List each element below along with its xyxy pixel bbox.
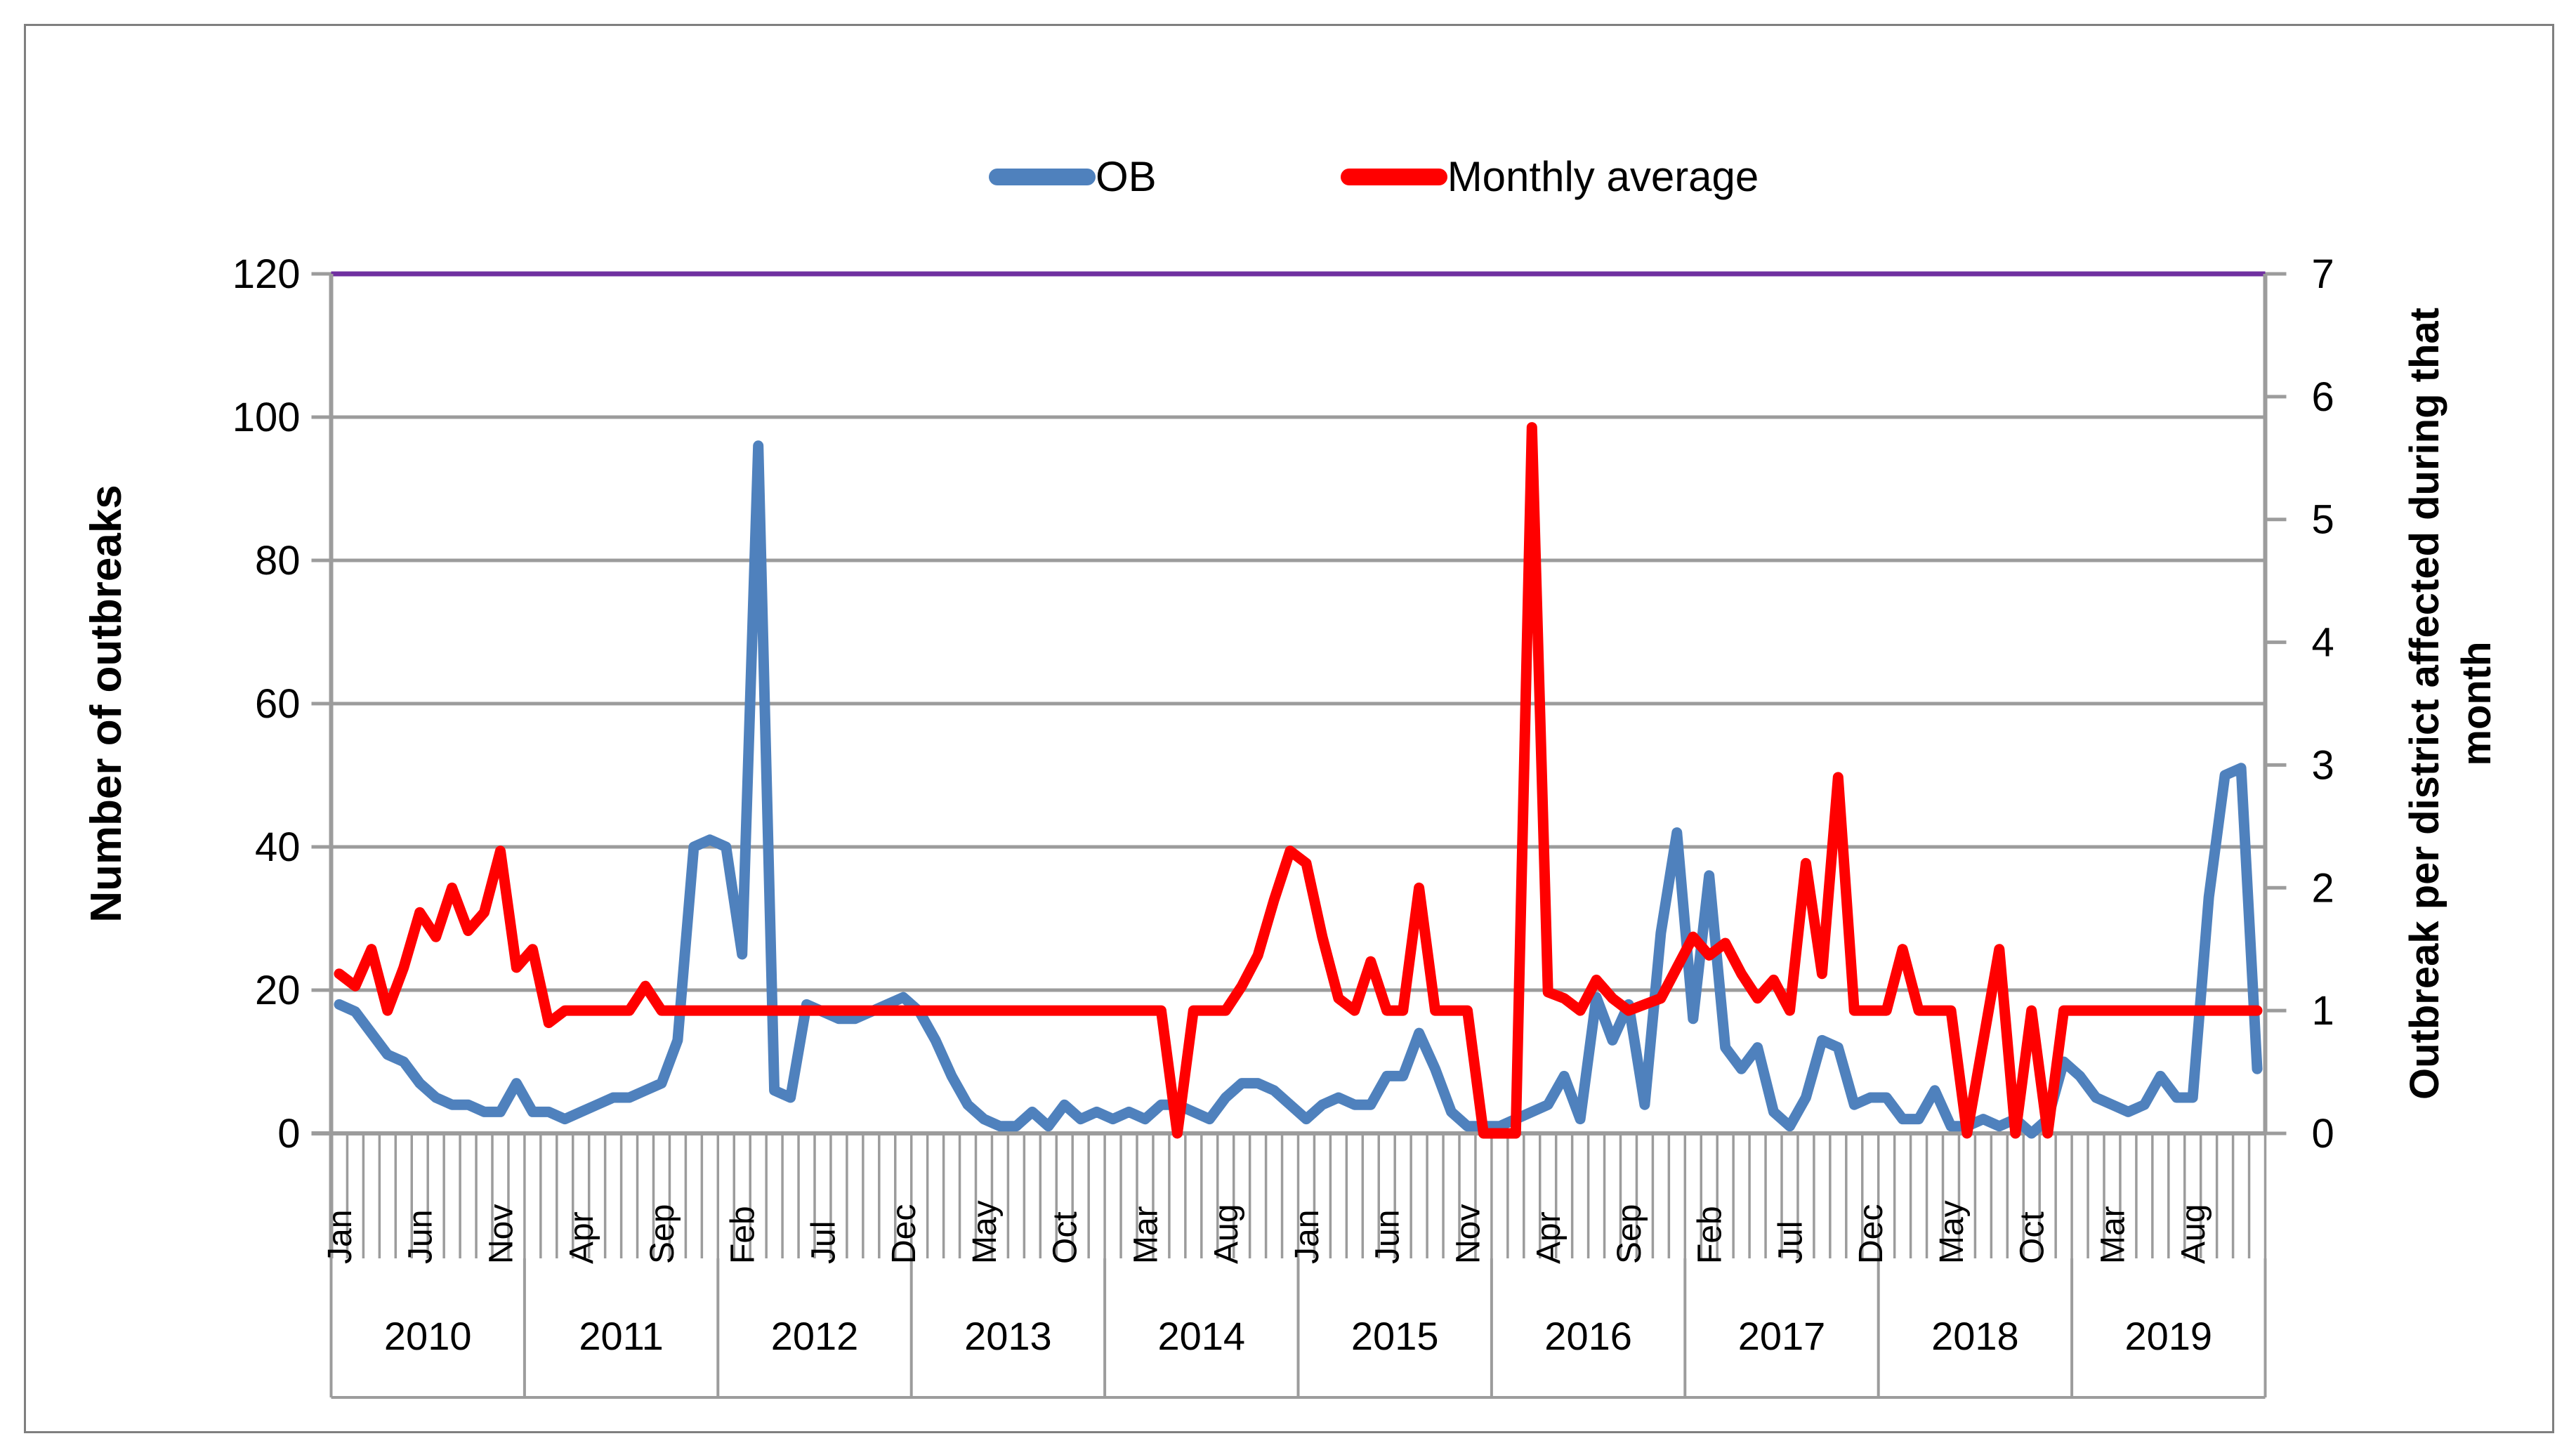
left-tick-label: 80 — [255, 538, 301, 584]
month-label: Feb — [1692, 1206, 1729, 1264]
month-label: Mar — [2094, 1206, 2131, 1264]
right-axis-title-line2: month — [2454, 641, 2499, 765]
month-label: Jun — [402, 1210, 440, 1264]
left-tick-label: 0 — [277, 1111, 300, 1157]
left-tick-label: 60 — [255, 681, 301, 727]
right-tick-label: 7 — [2312, 251, 2334, 297]
month-label: Aug — [1208, 1204, 1245, 1264]
year-label: 2019 — [2125, 1314, 2213, 1358]
month-label: Aug — [2175, 1204, 2212, 1264]
gridlines — [311, 271, 2266, 1135]
right-tick-label: 2 — [2312, 865, 2334, 911]
year-label: 2015 — [1351, 1314, 1439, 1358]
month-label: Dec — [886, 1204, 923, 1264]
ob-line-swatch — [989, 169, 1096, 185]
month-label: Jun — [1369, 1210, 1407, 1264]
month-label: Jul — [805, 1221, 842, 1264]
ob-line — [334, 440, 2263, 1139]
left-tick-label: 40 — [255, 824, 301, 870]
month-label: Jul — [1772, 1221, 1809, 1264]
month-label: Apr — [1530, 1211, 1568, 1264]
axes — [329, 272, 2287, 1258]
year-label: 2018 — [1931, 1314, 2019, 1358]
left-tick-label: 20 — [255, 968, 301, 1013]
legend-label-ob: OB — [1096, 153, 1157, 200]
month-label: Sep — [1611, 1204, 1648, 1264]
month-boundary-ticks — [329, 1133, 2267, 1258]
year-label: 2010 — [384, 1314, 472, 1358]
month-label: Oct — [2014, 1211, 2051, 1264]
month-label: Nov — [482, 1204, 520, 1264]
year-label: 2014 — [1158, 1314, 1246, 1358]
series-lines — [334, 422, 2263, 1139]
right-tick-label: 5 — [2312, 497, 2334, 543]
legend-item-monthly-average: Monthly average — [1340, 153, 1759, 200]
year-band: 2010 2011 2012 2013 2014 2015 2016 2017 2018 2019 — [329, 1258, 2267, 1399]
tick-labels: 0 20 40 60 80 100 120 0 1 2 3 4 5 6 7 Jan Jun Nov Apr Sep Fe… — [232, 251, 2334, 1264]
left-axis-title: Number of outbreaks — [82, 485, 131, 923]
year-label: 2017 — [1738, 1314, 1826, 1358]
month-label: Mar — [1127, 1206, 1164, 1264]
right-tick-label: 1 — [2312, 988, 2334, 1034]
legend: OB Monthly average — [989, 156, 1759, 198]
year-label: 2016 — [1544, 1314, 1632, 1358]
right-axis-title-line1: Outbreak per district affected during th… — [2402, 308, 2447, 1100]
month-label: Sep — [644, 1204, 681, 1264]
right-tick-label: 4 — [2312, 620, 2334, 666]
figure-border — [24, 24, 2554, 1433]
right-tick-label: 0 — [2312, 1111, 2334, 1157]
month-label: May — [1933, 1200, 1971, 1264]
month-label: Jan — [322, 1210, 359, 1264]
month-label: Oct — [1047, 1211, 1084, 1264]
left-tick-label: 100 — [232, 395, 301, 440]
right-tick-label: 6 — [2312, 374, 2334, 420]
monthly-average-line — [334, 422, 2263, 1139]
month-label: Apr — [563, 1211, 600, 1264]
left-tick-label: 120 — [232, 251, 301, 297]
legend-item-ob: OB — [989, 156, 1157, 198]
legend-label-monthly-average: Monthly average — [1447, 153, 1759, 200]
year-label: 2013 — [964, 1314, 1052, 1358]
month-label: Jan — [1289, 1210, 1326, 1264]
month-label: May — [966, 1200, 1004, 1264]
monthly-average-line-swatch — [1340, 169, 1447, 185]
month-label: Feb — [725, 1206, 762, 1264]
right-tick-label: 3 — [2312, 742, 2334, 788]
year-label: 2011 — [579, 1314, 663, 1358]
month-label: Nov — [1450, 1204, 1487, 1264]
year-label: 2012 — [771, 1314, 859, 1358]
month-label: Dec — [1853, 1204, 1890, 1264]
